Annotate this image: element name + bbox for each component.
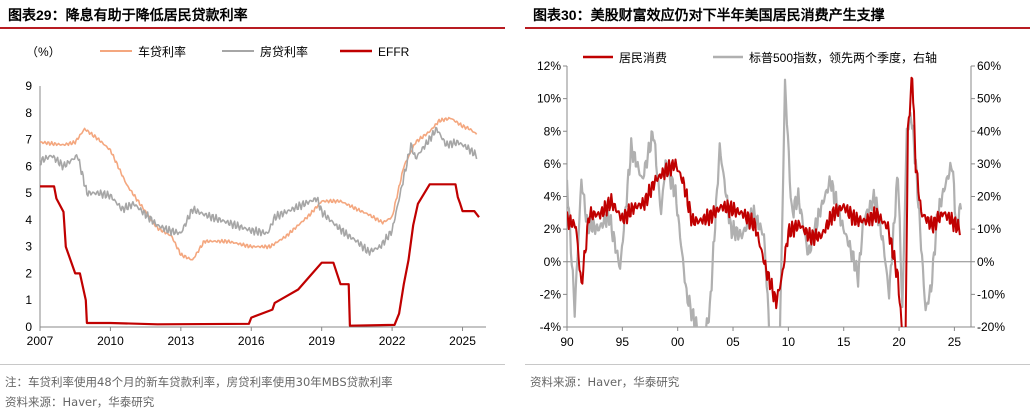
y-left-tick-label: 8% bbox=[544, 124, 562, 138]
y-unit-label: （%） bbox=[26, 45, 61, 59]
y-right-tick-label: 30% bbox=[977, 157, 1001, 171]
y-tick-label: 5 bbox=[25, 186, 32, 200]
x-tick-label: 2022 bbox=[379, 334, 406, 348]
y-left-tick-label: -2% bbox=[540, 287, 562, 301]
footnote-line-1: 资料来源：Haver，华泰研究 bbox=[530, 375, 680, 389]
y-right-tick-label: 0% bbox=[977, 255, 995, 269]
y-left-tick-label: -4% bbox=[540, 320, 562, 334]
y-tick-label: 9 bbox=[25, 79, 32, 93]
legend-label-effr: EFFR bbox=[378, 45, 410, 59]
y-right-tick-label: 50% bbox=[977, 92, 1001, 106]
x-tick-label: 20 bbox=[892, 335, 906, 349]
x-tick-label: 10 bbox=[782, 335, 796, 349]
x-tick-label: 2019 bbox=[308, 334, 335, 348]
chart-title-left: 图表29：降息有助于降低居民贷款利率 bbox=[8, 5, 248, 25]
panel-right-consumption-sp500: 图表30：美股财富效应仍对下半年美国居民消费产生支撑 -4% -2% 0% 2% 4% 6… bbox=[525, 0, 1030, 403]
title-prefix: 图表 bbox=[8, 8, 36, 24]
title-rule bbox=[0, 27, 505, 29]
x-tick-label: 25 bbox=[948, 335, 962, 349]
series-line-effr bbox=[40, 183, 480, 327]
y-right-tick-label: 20% bbox=[977, 190, 1001, 204]
y-right-tick-label: -10% bbox=[977, 287, 1005, 301]
y-tick-label: 8 bbox=[25, 106, 32, 120]
title-rule bbox=[525, 27, 1030, 29]
title-number: 29 bbox=[36, 7, 52, 23]
footnote-rule bbox=[525, 364, 1030, 365]
y-right-tick-label: -20% bbox=[977, 320, 1005, 334]
series-line-sp500 bbox=[567, 78, 963, 327]
series-line-mortgage bbox=[39, 126, 478, 256]
y-tick-label: 6 bbox=[25, 159, 32, 173]
y-tick-label: 7 bbox=[25, 133, 32, 147]
title-number: 30 bbox=[561, 7, 577, 23]
title-text: ：美股财富效应仍对下半年美国居民消费产生支撑 bbox=[576, 8, 885, 24]
y-tick-label: 2 bbox=[25, 266, 32, 280]
legend-label-mortgage: 房贷利率 bbox=[260, 44, 308, 59]
y-left-tick-label: 12% bbox=[537, 59, 561, 73]
panel-left-car-mortgage-effr: 图表29：降息有助于降低居民贷款利率 0 1 2 3 4 5 6 7 8 9 2007 2010 201… bbox=[0, 0, 505, 409]
y-tick-label: 4 bbox=[25, 213, 32, 227]
x-tick-label: 2007 bbox=[27, 334, 54, 348]
x-tick-label: 90 bbox=[560, 335, 574, 349]
series-line-consumption bbox=[567, 76, 961, 327]
y-left-tick-label: 0% bbox=[544, 255, 562, 269]
series-line-car_loan bbox=[39, 116, 478, 261]
legend-label-sp500: 标普500指数，领先两个季度，右轴 bbox=[749, 50, 937, 65]
legend-label-car_loan: 车贷利率 bbox=[138, 44, 186, 59]
x-tick-label: 15 bbox=[837, 335, 851, 349]
y-tick-label: 3 bbox=[25, 240, 32, 254]
y-left-tick-label: 10% bbox=[537, 92, 561, 106]
y-right-tick-label: 60% bbox=[977, 59, 1001, 73]
x-tick-label: 95 bbox=[616, 335, 630, 349]
x-tick-label: 2010 bbox=[97, 334, 124, 348]
y-right-tick-label: 40% bbox=[977, 124, 1001, 138]
title-prefix: 图表 bbox=[533, 8, 561, 24]
footnote-rule bbox=[0, 364, 505, 365]
y-left-tick-label: 6% bbox=[544, 157, 562, 171]
footnote-left: 注：车贷利率使用48个月的新车贷款利率，房贷利率使用30年MBS贷款利率 资料来… bbox=[5, 372, 393, 412]
y-left-tick-label: 2% bbox=[544, 222, 562, 236]
y-tick-label: 1 bbox=[25, 293, 32, 307]
footnote-right: 资料来源：Haver，华泰研究 bbox=[530, 372, 679, 392]
footnote-line-1: 注：车贷利率使用48个月的新车贷款利率，房贷利率使用30年MBS贷款利率 bbox=[5, 375, 393, 389]
y-right-tick-label: 10% bbox=[977, 222, 1001, 236]
line-chart-left: 0 1 2 3 4 5 6 7 8 9 2007 2010 2013 2016 2019 2022 2025 （%… bbox=[25, 44, 486, 348]
footnote-line-2: 资料来源：Haver，华泰研究 bbox=[5, 395, 155, 409]
title-text: ：降息有助于降低居民贷款利率 bbox=[51, 8, 248, 24]
x-tick-label: 2016 bbox=[238, 334, 265, 348]
x-tick-label: 05 bbox=[726, 335, 740, 349]
y-tick-label: 0 bbox=[25, 320, 32, 334]
x-tick-label: 00 bbox=[671, 335, 685, 349]
x-tick-label: 2013 bbox=[167, 334, 194, 348]
chart-title-right: 图表30：美股财富效应仍对下半年美国居民消费产生支撑 bbox=[533, 5, 885, 25]
legend-label-consumption: 居民消费 bbox=[619, 51, 667, 65]
y-left-tick-label: 4% bbox=[544, 190, 562, 204]
line-chart-right: -4% -2% 0% 2% 4% 6% 8% 10% 12% -20% -10% 0% 10% 20% 30… bbox=[537, 50, 1005, 349]
x-tick-label: 2025 bbox=[449, 334, 476, 348]
